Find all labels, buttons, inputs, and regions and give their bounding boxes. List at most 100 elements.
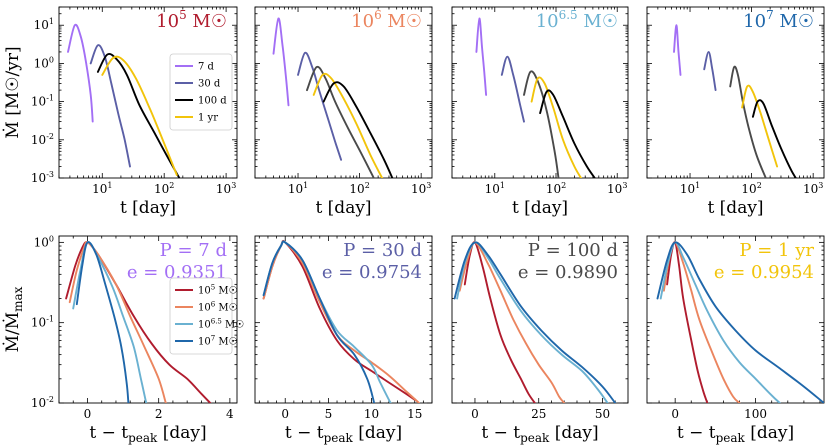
x-tick-label: 4 [226,407,234,421]
panel-bottom-2: 0 5 10 15 t − tpeak [day] P = 30 de = 0.9754 [254,235,433,445]
legend-label: 105 M☉ [198,284,238,297]
y-axis-label: Ṁ/Ṁmax [2,286,25,352]
x-tick-label: 0 [84,407,92,421]
x-tick-label: 101 [288,181,308,196]
series-line-4 [453,241,617,403]
series-group [67,23,181,178]
x-axis-label: t [day] [707,198,763,218]
x-tick-label: 102 [741,181,761,196]
tick-marks [646,6,824,179]
axes-frame [58,6,238,179]
panel-bottom-3: 0 25 50 t − tpeak [day] P = 100 de = 0.9890 [451,235,629,445]
series-group [262,239,420,403]
panel-top-2: 101 102 103 t [day] 106 M☉ [254,6,433,218]
series-group [272,17,394,178]
panel-title: 106 M☉ [351,8,422,32]
series-line-4 [741,84,779,168]
panel-top-3: 101 102 103 t [day] 106.5 M☉ [451,6,629,218]
legend-label: 106 M☉ [198,301,238,314]
x-tick-label: 15 [407,407,422,421]
axes-frame [451,235,629,404]
tick-marks [58,6,237,179]
axes-frame [254,235,433,404]
x-tick-label: 5 [325,407,333,421]
x-tick-label: 103 [607,181,627,196]
x-tick-label: 102 [349,181,369,196]
x-axis-label: t − tpeak [day] [677,423,794,445]
x-tick-label: 101 [680,181,700,196]
series-line-4 [262,240,376,403]
series-line-1 [67,23,94,123]
panel-title: 107 M☉ [743,8,814,32]
tick-marks [255,236,433,404]
panel-bottom-1: 0 2 4 10-2 10-1 100 t − tpeak [day] Ṁ/Ṁmax P = 7… [2,234,244,445]
x-axis-label: t [day] [315,198,371,218]
axes-frame [254,6,433,179]
series-group [65,241,212,403]
x-tick-label: 101 [92,181,112,196]
series-line-5 [539,89,596,178]
series-line-2 [68,241,167,403]
x-axis-label: t [day] [120,198,176,218]
x-axis-label: t − tpeak [day] [481,423,598,445]
y-tick-label: 10-2 [31,132,54,147]
x-axis-label: t [day] [512,198,568,218]
legend: 105 M☉ 106 M☉ 106.5 M☉ 107 M☉ [169,277,244,355]
panel-title: P = 100 d [528,240,618,261]
x-tick-label: 101 [485,181,505,196]
series-line-5 [751,99,797,178]
y-tick-label: 10-1 [31,94,54,109]
series-line-4 [312,72,384,178]
tick-marks [451,6,628,179]
series-line-1 [65,241,212,403]
x-axis-label: t − tpeak [day] [89,423,206,445]
y-tick-label: 10-3 [31,170,54,185]
series-line-3 [729,65,767,178]
panel-title: P = 7 d [160,240,227,261]
legend-label: 30 d [198,79,221,90]
axes-frame [646,6,825,179]
panel-subtitle: e = 0.9754 [322,262,422,283]
x-tick-label: 2 [155,407,163,421]
x-tick-label: 25 [531,407,546,421]
legend-label: 100 d [198,96,227,107]
series-line-1 [673,24,682,76]
series-group [673,24,797,178]
legend-label: 7 d [198,62,215,73]
series-line-2 [89,44,131,168]
series-line-1 [475,17,488,96]
x-tick-label: 103 [803,181,823,196]
tick-marks [58,236,237,404]
y-tick-label: 10-1 [31,315,54,330]
panel-subtitle: e = 0.9954 [714,262,814,283]
series-line-2 [703,50,717,92]
panel-top-4: 101 102 103 t [day] 107 M☉ [646,6,825,218]
axes-frame [58,235,238,404]
x-tick-label: 103 [411,181,431,196]
panel-title: 106.5 M☉ [536,8,618,32]
series-line-4 [75,241,130,403]
tick-marks [452,236,629,404]
legend: 7 d 30 d 100 d 1 yr [169,53,233,131]
y-tick-label: 101 [34,17,54,32]
series-line-4 [101,55,178,176]
x-tick-label: 100 [744,407,767,421]
series-line-1 [272,17,290,107]
series-group [656,241,824,403]
x-tick-label: 103 [216,181,236,196]
series-line-3 [306,65,375,178]
series-line-3 [523,70,560,178]
legend-label: 107 M☉ [198,335,238,348]
series-line-2 [500,55,525,123]
x-tick-label: 0 [471,407,479,421]
series-line-4 [530,76,583,178]
x-axis-label: t − tpeak [day] [285,423,402,445]
x-tick-label: 50 [595,407,610,421]
x-tick-label: 10 [364,407,379,421]
panel-title: 105 M☉ [156,8,227,32]
panel-top-1: 101 102 103 10-3 10-2 10-1 100 101 t [day] Ṁ [M☉/… [2,6,238,218]
series-line-3 [96,52,181,178]
tick-marks [647,236,824,404]
series-line-5 [322,81,394,178]
